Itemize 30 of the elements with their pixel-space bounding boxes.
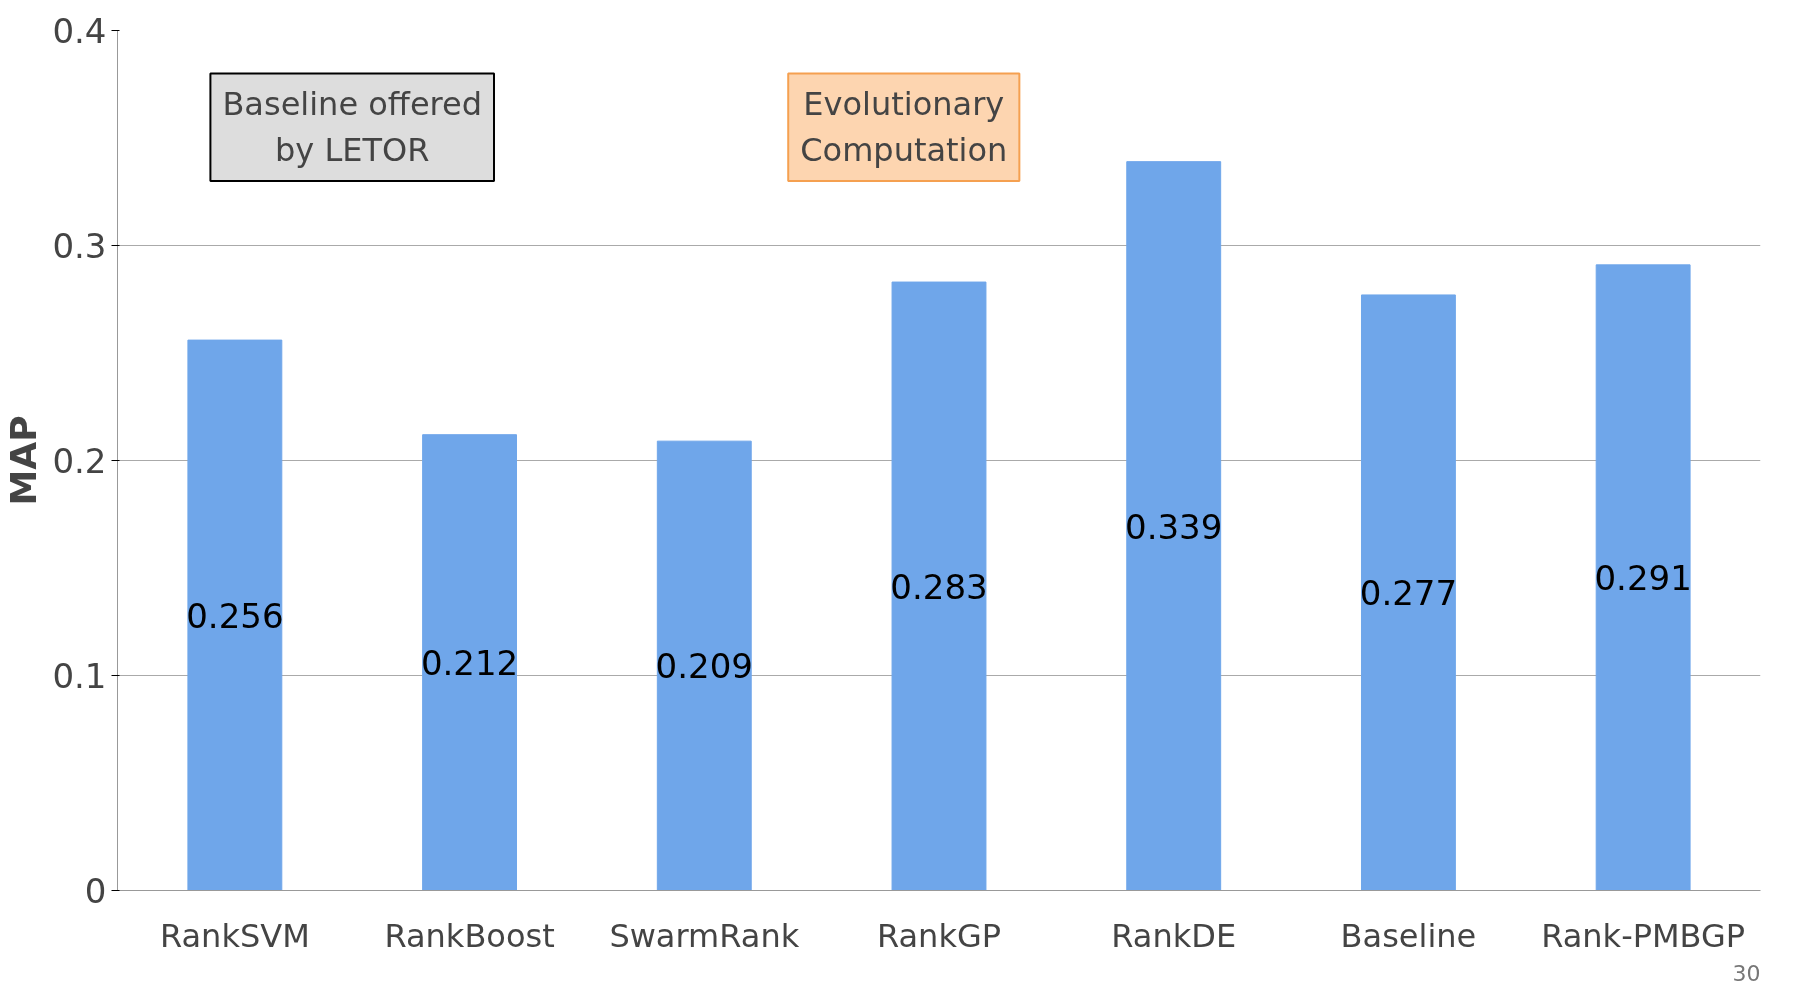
data-label: 0.291: [1594, 558, 1692, 599]
x-tick-label: SwarmRank: [609, 916, 800, 955]
data-label: 0.277: [1359, 573, 1458, 614]
y-axis-title: MAP: [3, 415, 45, 506]
annotation: Evolutionary Computation: [800, 85, 1008, 170]
data-label: 0.256: [186, 595, 284, 636]
bar: [422, 434, 518, 891]
data-label: 0.209: [655, 646, 753, 687]
y-tick-label: 0.1: [52, 656, 107, 696]
y-tick-label: 0.4: [52, 11, 107, 51]
bar: [187, 339, 283, 891]
x-tick-label: RankBoost: [384, 916, 555, 955]
bar: [1126, 161, 1222, 891]
data-label: 0.283: [890, 566, 988, 607]
annotation: Baseline offered by LETOR: [222, 85, 483, 170]
bar: [1595, 264, 1691, 891]
x-tick-label: RankSVM: [159, 916, 310, 955]
bar: [656, 440, 752, 891]
x-tick-label: RankGP: [876, 916, 1002, 955]
x-tick-label: RankDE: [1111, 916, 1237, 955]
text: 30: [1732, 960, 1761, 986]
x-tick-label: Baseline: [1340, 916, 1477, 955]
bar: [1360, 294, 1456, 891]
x-tick-label: Rank-PMBGP: [1541, 916, 1746, 955]
y-tick-label: 0.3: [52, 226, 107, 266]
y-tick-label: 0: [84, 871, 107, 911]
y-tick-label: 0.2: [52, 441, 107, 481]
data-label: 0.339: [1125, 506, 1223, 547]
bar: [891, 281, 987, 891]
data-label: 0.212: [420, 643, 519, 684]
